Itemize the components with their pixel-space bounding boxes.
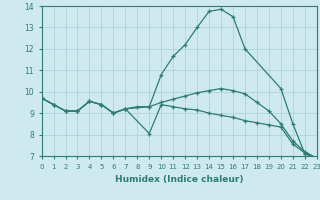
- X-axis label: Humidex (Indice chaleur): Humidex (Indice chaleur): [115, 175, 244, 184]
